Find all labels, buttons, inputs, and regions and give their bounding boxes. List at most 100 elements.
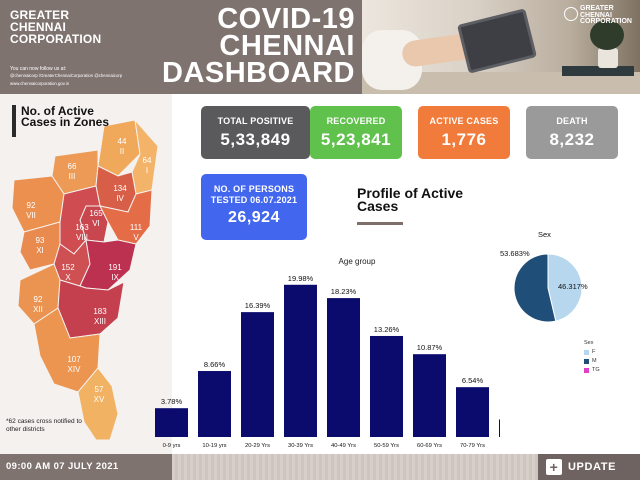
age-group-chart: Age group 3.78% 0-9 yrs 8.66% 10-19 yrs 16.3…	[155, 257, 500, 449]
zone-count: 66	[68, 162, 77, 171]
zone-xv-shape[interactable]	[77, 367, 119, 441]
age-category-label: 40-49 Yrs	[331, 443, 356, 449]
zone-roman-numeral: XV	[94, 395, 105, 404]
age-category-label: 60-69 Yrs	[417, 443, 442, 449]
book-shape	[562, 66, 634, 76]
zone-count: 183	[93, 307, 107, 316]
zone-roman-numeral: IX	[111, 273, 119, 282]
map-note: *62 cases cross notified to other distri…	[6, 418, 82, 433]
tested-value: 26,924	[228, 209, 280, 226]
zone-ix-shape[interactable]	[79, 239, 137, 291]
age-bar-value-label: 10.87%	[417, 343, 443, 352]
legend-item-f[interactable]: F	[584, 349, 600, 355]
zone-roman-numeral: X	[65, 273, 71, 282]
age-bar[interactable]	[413, 354, 446, 437]
active-cases-value: 1,776	[441, 130, 487, 149]
org-name: GREATER CHENNAI CORPORATION	[10, 8, 102, 46]
age-bar[interactable]	[241, 312, 274, 437]
age-bar[interactable]	[499, 419, 500, 437]
zone-count: 57	[95, 385, 104, 394]
zone-count: 92	[34, 295, 43, 304]
age-category-label: 20-29 Yrs	[245, 443, 270, 449]
corporation-seal-icon	[564, 7, 578, 21]
zone-count: 152	[61, 263, 75, 272]
legend-label-m: M	[592, 358, 597, 364]
profile-title-underline	[357, 222, 403, 225]
age-bar-value-label: 16.39%	[245, 301, 271, 310]
zone-count: 93	[36, 236, 45, 245]
zone-count: 165	[89, 209, 103, 218]
legend-swatch-f	[584, 349, 589, 355]
zone-roman-numeral: XIII	[94, 317, 106, 326]
plant-shape	[590, 20, 624, 50]
zone-roman-numeral: XII	[33, 305, 43, 314]
pie-slice-m[interactable]	[513, 253, 557, 323]
tablet-shape	[456, 8, 538, 74]
pie-label-m: 53.683%	[500, 249, 530, 258]
zone-roman-numeral: I	[146, 166, 148, 175]
zone-count: 44	[118, 137, 127, 146]
age-bar[interactable]	[456, 387, 489, 437]
pie-label-f: 46.317%	[558, 282, 588, 291]
zone-count: 92	[27, 201, 36, 210]
zone-count: 163	[75, 223, 89, 232]
profile-title: Profile of Active Cases	[357, 185, 464, 214]
zone-count: 107	[67, 355, 81, 364]
recovered-value: 5,23,841	[320, 130, 392, 149]
recovered-label: RECOVERED	[326, 116, 386, 126]
age-bar[interactable]	[284, 284, 317, 437]
zone-ii-shape[interactable]	[97, 119, 141, 177]
age-bar[interactable]	[198, 371, 231, 437]
zone-roman-numeral: III	[69, 172, 76, 181]
tested-label-line1: NO. OF PERSONS	[213, 184, 295, 194]
age-bar[interactable]	[155, 408, 188, 437]
death-label: DEATH	[556, 116, 588, 126]
zone-count: 111	[130, 223, 143, 232]
zone-roman-numeral: VIII	[76, 233, 88, 242]
pie-slice-f[interactable]	[547, 253, 583, 322]
tested-card[interactable]: NO. OF PERSONS TESTED 06.07.2021 26,924	[201, 174, 307, 240]
zone-count: 191	[108, 263, 122, 272]
recovered-card[interactable]: RECOVERED 5,23,841	[310, 106, 402, 159]
total-positive-label: TOTAL POSITIVE	[217, 116, 294, 126]
zone-roman-numeral: II	[120, 147, 124, 156]
legend-swatch-tg	[584, 367, 589, 373]
age-category-label: 0-9 yrs	[163, 443, 181, 449]
social-handles[interactable]: @chennaicorp /GreaterChennaiCorporation …	[10, 73, 123, 78]
zone-roman-numeral: VII	[26, 211, 36, 220]
death-value: 8,232	[549, 130, 595, 149]
zone-count: 134	[113, 184, 127, 193]
sex-pie-title: Sex	[538, 230, 551, 239]
zone-xiii-shape[interactable]	[57, 279, 125, 339]
sex-legend: Sex F M TG	[584, 340, 600, 376]
age-bar[interactable]	[327, 298, 360, 437]
total-positive-card[interactable]: TOTAL POSITIVE 5,33,849	[201, 106, 310, 159]
zone-roman-numeral: XIV	[68, 365, 82, 374]
header-photo	[362, 0, 640, 94]
age-bar-value-label: 6.54%	[462, 376, 484, 385]
age-group-title: Age group	[339, 257, 376, 266]
desk-shape	[362, 72, 640, 94]
tested-label: NO. OF PERSONS TESTED 06.07.2021	[201, 184, 307, 206]
update-button[interactable]: + UPDATE	[538, 454, 640, 480]
active-cases-card[interactable]: ACTIVE CASES 1,776	[418, 106, 510, 159]
legend-item-m[interactable]: M	[584, 358, 600, 364]
age-bar-value-label: 3.78%	[161, 397, 183, 406]
age-bar[interactable]	[370, 335, 403, 437]
total-positive-value: 5,33,849	[220, 130, 291, 149]
death-card[interactable]: DEATH 8,232	[526, 106, 618, 159]
website-link[interactable]: www.chennaicorporation.gov.in	[10, 81, 70, 86]
age-category-label: 70-79 Yrs	[460, 443, 485, 449]
update-label: UPDATE	[568, 461, 617, 473]
plus-icon: +	[546, 459, 562, 475]
age-bar-value-label: 8.66%	[204, 360, 226, 369]
zone-roman-numeral: IV	[116, 194, 124, 203]
zone-roman-numeral: VI	[92, 219, 100, 228]
sex-legend-title: Sex	[584, 340, 594, 346]
legend-item-tg[interactable]: TG	[584, 367, 600, 373]
zone-roman-numeral: V	[133, 233, 139, 242]
age-category-label: 10-19 yrs	[202, 443, 226, 449]
active-cases-label: ACTIVE CASES	[429, 116, 499, 126]
